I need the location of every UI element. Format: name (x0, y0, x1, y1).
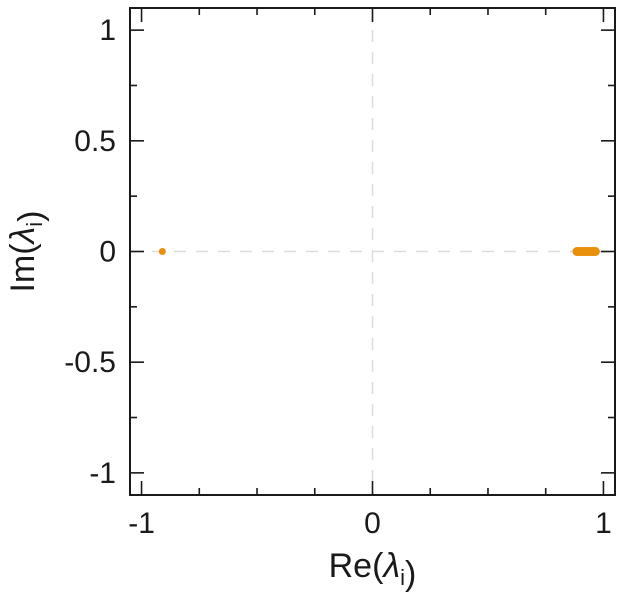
y-axis-label-part: λ (4, 227, 42, 246)
y-tick-label: 0.5 (74, 125, 116, 158)
x-tick-label: 0 (364, 507, 381, 540)
x-axis-label-part: λ (381, 547, 400, 585)
x-tick-label: -1 (128, 507, 155, 540)
y-axis-label-part: ) (12, 210, 50, 221)
x-axis-label: Re(λi) (329, 547, 417, 593)
x-tick-label: 1 (595, 507, 612, 540)
eigenvalue-point (158, 248, 166, 255)
x-axis-label-part: i (400, 565, 405, 590)
y-axis-label-part: i (22, 222, 47, 227)
y-axis-label-part: Im( (4, 243, 42, 293)
y-tick-label: 1 (99, 14, 116, 47)
y-axis-label: Im(λi) (4, 210, 50, 292)
y-tick-label: 0 (99, 236, 116, 269)
y-tick-label: -0.5 (64, 346, 116, 379)
x-axis-label-part: Re( (329, 547, 384, 585)
x-axis-label-part: ) (405, 555, 416, 593)
y-tick-label: -1 (89, 457, 116, 490)
eigenvalue-point (590, 247, 600, 256)
